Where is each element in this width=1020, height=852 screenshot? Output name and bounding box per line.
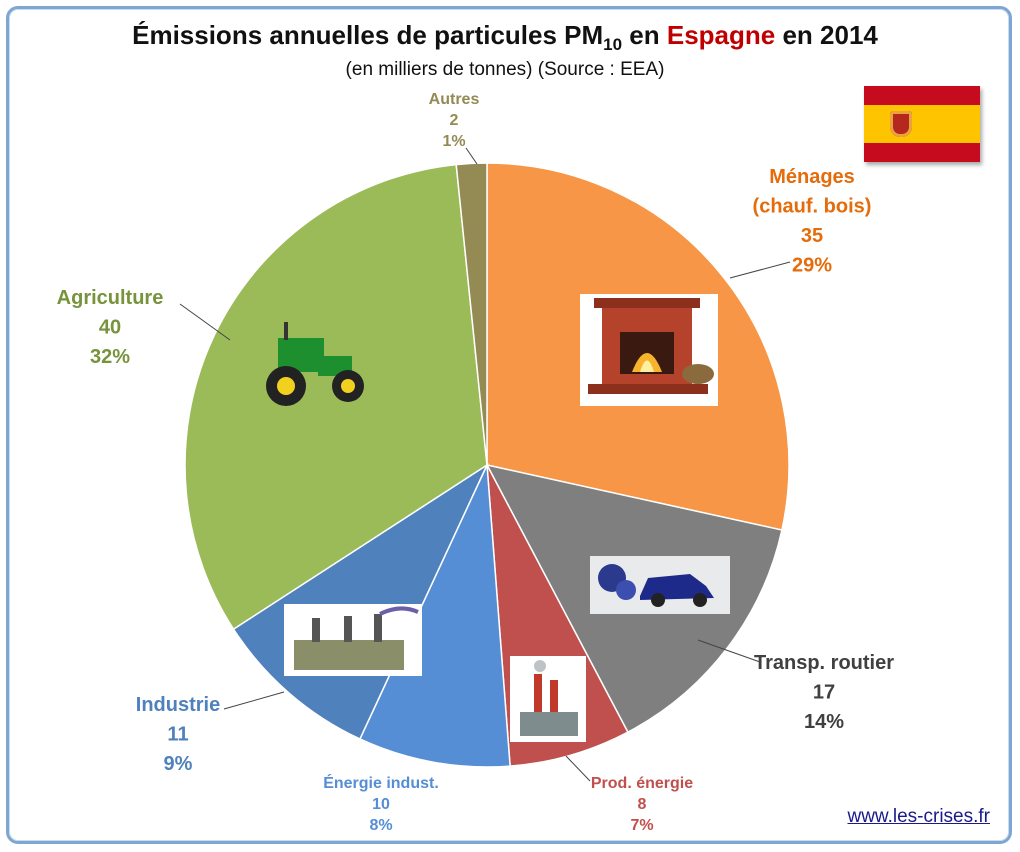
slice-value: 10 (372, 796, 390, 813)
slice-percent: 1% (442, 133, 465, 150)
slice-value: 8 (638, 796, 647, 813)
slice-name: Autres (429, 91, 480, 108)
leader-line-2 (565, 755, 591, 782)
slice-label-4: Industrie 11 9% (136, 694, 220, 775)
pie-slices (184, 162, 790, 768)
slice-name: Énergie indust. (323, 773, 439, 792)
slice-label-6: Autres 2 1% (429, 91, 480, 150)
leader-line-4 (223, 691, 285, 710)
chart-subtitle: (en milliers de tonnes) (Source : EEA) (345, 59, 665, 80)
slice-value: 11 (167, 724, 188, 746)
slice-label-3: Énergie indust. 10 8% (323, 773, 439, 834)
slice-label-0: Ménages (chauf. bois) 35 29% (753, 166, 872, 277)
slice-name: Ménages (769, 166, 855, 188)
fireplace-icon (580, 294, 718, 406)
slice-percent: 32% (90, 346, 130, 368)
car-exhaust-icon (590, 556, 730, 614)
slice-name: (chauf. bois) (753, 196, 872, 218)
slice-percent: 9% (164, 753, 193, 775)
slice-name: Agriculture (57, 287, 164, 309)
slice-value: 35 (801, 225, 823, 247)
slice-percent: 8% (369, 817, 392, 834)
slice-percent: 7% (630, 817, 653, 834)
slice-value: 40 (99, 317, 121, 339)
slice-label-1: Transp. routier 17 14% (754, 652, 894, 733)
pie-outline (184, 162, 790, 768)
slice-label-5: Agriculture 40 32% (57, 287, 164, 368)
tractor-icon (266, 322, 364, 406)
leader-line-0 (729, 261, 791, 279)
slice-value: 2 (450, 112, 459, 129)
slice-name: Prod. énergie (591, 775, 693, 792)
slice-percent: 14% (804, 711, 844, 733)
slice-label-2: Prod. énergie 8 7% (591, 775, 693, 834)
slice-name: Transp. routier (754, 652, 894, 674)
factory-icon (284, 604, 422, 676)
spain-flag-icon (864, 86, 980, 162)
leader-line-1 (697, 639, 761, 663)
slice-name: Industrie (136, 694, 220, 716)
slice-percent: 29% (792, 255, 832, 277)
chart-title: Émissions annuelles de particules PM10 e… (132, 20, 878, 55)
footer-link[interactable]: www.les-crises.fr (847, 806, 990, 827)
slice-value: 17 (813, 682, 835, 704)
power-plant-icon (510, 656, 586, 742)
leader-line-6 (465, 147, 478, 165)
leader-line-5 (179, 303, 231, 341)
